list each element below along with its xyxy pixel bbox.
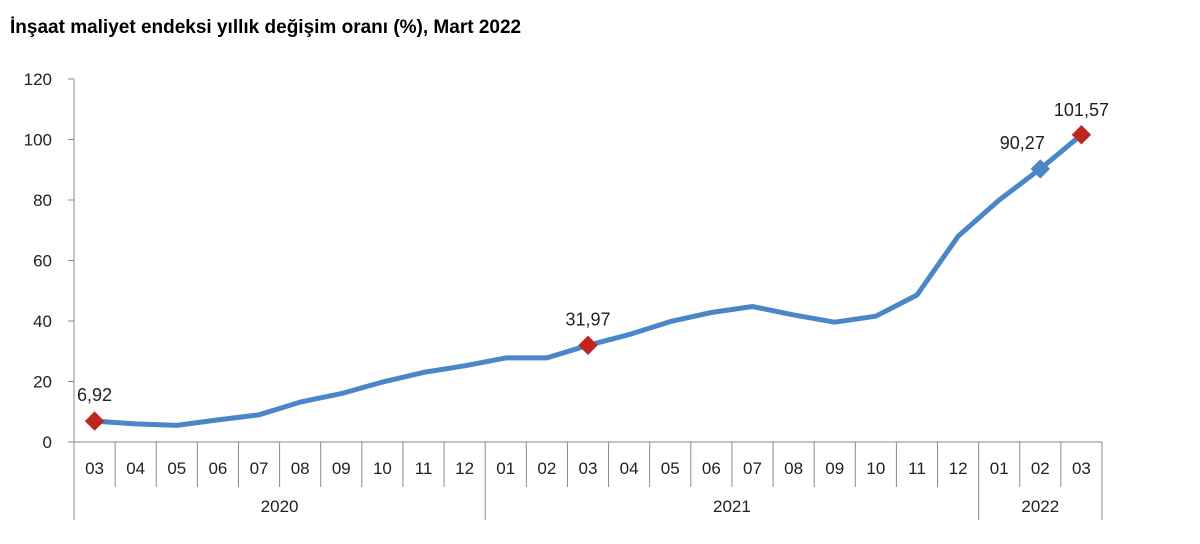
y-tick-label: 20 <box>33 373 52 392</box>
x-tick-label: 02 <box>537 459 556 478</box>
data-label: 101,57 <box>1054 100 1109 120</box>
x-tick-label: 08 <box>291 459 310 478</box>
x-tick-label: 07 <box>743 459 762 478</box>
y-tick-label: 40 <box>33 312 52 331</box>
x-tick-label: 09 <box>825 459 844 478</box>
data-point-marker <box>1071 125 1092 145</box>
data-point-marker <box>84 411 105 431</box>
x-tick-label: 04 <box>620 459 639 478</box>
x-tick-label: 02 <box>1031 459 1050 478</box>
x-tick-label: 12 <box>455 459 474 478</box>
x-tick-label: 10 <box>373 459 392 478</box>
y-tick-label: 80 <box>33 191 52 210</box>
x-tick-label: 03 <box>579 459 598 478</box>
data-label: 31,97 <box>565 309 610 329</box>
x-tick-label: 04 <box>126 459 145 478</box>
y-tick-label: 100 <box>24 131 52 150</box>
x-tick-label: 12 <box>949 459 968 478</box>
series-line <box>92 132 1084 428</box>
x-tick-label: 07 <box>250 459 269 478</box>
y-tick-label: 120 <box>24 70 52 89</box>
x-tick-label: 06 <box>208 459 227 478</box>
x-tick-label: 05 <box>661 459 680 478</box>
x-tick-label: 03 <box>1072 459 1091 478</box>
x-tick-label: 09 <box>332 459 351 478</box>
x-tick-label: 10 <box>866 459 885 478</box>
x-tick-label: 06 <box>702 459 721 478</box>
data-label: 90,27 <box>1000 133 1045 153</box>
x-tick-label: 05 <box>167 459 186 478</box>
chart-title: İnşaat maliyet endeksi yıllık değişim or… <box>10 17 522 38</box>
x-tick-label: 03 <box>85 459 104 478</box>
year-label: 2022 <box>1021 497 1059 516</box>
x-tick-label: 01 <box>496 459 515 478</box>
data-point-marker <box>578 335 598 355</box>
x-tick-label: 08 <box>784 459 803 478</box>
x-tick-label: 11 <box>415 459 433 478</box>
data-point-marker <box>1030 159 1051 179</box>
x-tick-label: 11 <box>908 459 926 478</box>
y-tick-label: 0 <box>43 433 52 452</box>
y-tick-label: 60 <box>33 252 52 271</box>
year-label: 2021 <box>713 497 751 516</box>
year-label: 2020 <box>261 497 299 516</box>
data-label: 6,92 <box>77 385 112 405</box>
x-tick-label: 01 <box>990 459 1009 478</box>
